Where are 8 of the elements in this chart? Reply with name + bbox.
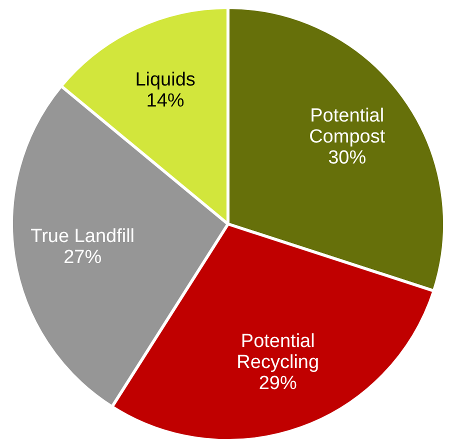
slice-label: Potential Compost: [309, 106, 386, 148]
slice-label: True Landfill: [30, 226, 135, 247]
data-label: 27%: [64, 246, 102, 268]
data-label: 14%: [146, 90, 184, 112]
data-label: 29%: [258, 372, 297, 394]
slice-label: Potential Recycling: [236, 330, 320, 373]
slice-label: Liquids: [135, 70, 196, 91]
data-label: 30%: [328, 148, 366, 169]
